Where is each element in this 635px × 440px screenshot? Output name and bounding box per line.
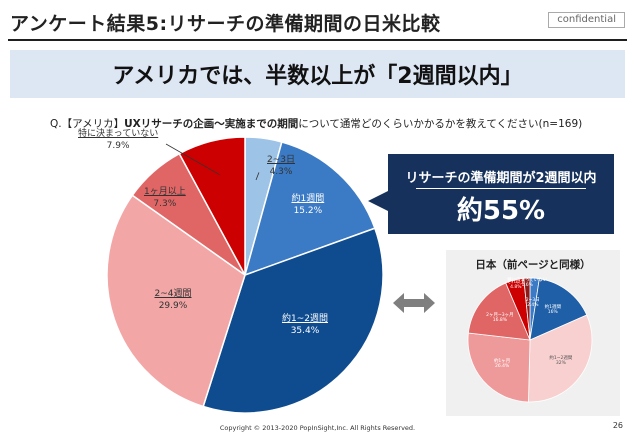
summary-callout: リサーチの準備期間が2週間以内 約55%: [388, 154, 614, 234]
callout-line2: 約55%: [456, 196, 546, 226]
us-slice-label-4: 1ヶ月以上 7.3%: [144, 186, 186, 210]
footer-copyright: Copyright © 2013-2020 PopInSight,Inc. Al…: [219, 424, 416, 432]
jp-slice-name-1: 約1週間: [544, 305, 561, 311]
jp-slice-name-6: 特に決まっていない: [507, 278, 548, 284]
japan-panel-title: 日本（前ページと同様）: [475, 259, 591, 271]
headline-banner: アメリカでは、半数以上が「2週間以内」: [10, 50, 625, 98]
pie-slice-us-2: [202, 227, 384, 414]
survey-question: Q.【アメリカ】UXリサーチの企画〜実施までの期間について通常どのくらいかかるか…: [50, 116, 582, 131]
jp-slice-value-5: 4.8%: [510, 284, 522, 290]
us-slice-name-2: 約1~2週間: [282, 314, 328, 324]
us-slice-label-1: 約1週間 15.2%: [292, 193, 325, 217]
jp-slice-name-2: 約1~2週間: [549, 355, 573, 361]
us-slice-label-3: 2~4週間 29.9%: [155, 288, 192, 312]
question-prefix: Q.【アメリカ】: [50, 118, 125, 130]
question-bold: UXリサーチの企画〜実施までの期間: [124, 118, 299, 130]
question-suffix: について通常どのくらいかかるかを教えてください(n=169): [298, 118, 583, 130]
title-divider: [8, 39, 627, 41]
us-slice-name-3: 2~4週間: [154, 289, 192, 299]
pie-slice-jp-1: [529, 278, 588, 341]
us-slice-value-3: 29.9%: [158, 301, 188, 311]
jp-slice-label-3: 約1ヶ月 26.4%: [494, 359, 510, 369]
jp-slice-label-5: それ以上 4.8%: [507, 280, 525, 290]
callout-line1: リサーチの準備期間が2週間以内: [388, 167, 614, 189]
jp-slice-label-4: 2ヶ月~3ヶ月 16.8%: [486, 313, 514, 323]
us-slice-label-0: 2~3日 4.3%: [267, 154, 295, 178]
us-slice-value-2: 35.4%: [290, 326, 320, 336]
japan-panel: 日本（前ページと同様） 2~3日 2.4% 約1週間 16% 約1~2週間 32% 約1ヶ月…: [446, 250, 620, 416]
jp-slice-name-0: 2~3日: [525, 297, 540, 303]
callout-pointer: [368, 191, 388, 211]
us-slice-value-0: 4.3%: [269, 167, 293, 177]
jp-slice-label-1: 約1週間 16%: [545, 305, 561, 315]
jp-slice-value-2: 32%: [555, 360, 566, 366]
us-slice-value-1: 15.2%: [293, 206, 323, 216]
jp-slice-value-4: 16.8%: [492, 317, 508, 323]
jp-slice-label-0: 2~3日 2.4%: [526, 298, 540, 308]
us-slice-label-2: 約1~2週間 35.4%: [282, 313, 328, 337]
japan-pie-chart: [467, 277, 593, 403]
us-slice-name-5: 特に決まっていない: [78, 129, 159, 139]
us-leader-line-5: [165, 143, 220, 176]
us-slice-name-1: 約1週間: [291, 194, 325, 204]
jp-slice-name-5: それ以上: [506, 279, 525, 285]
pie-slice-jp-3: [467, 332, 531, 403]
us-slice-value-4: 7.3%: [153, 199, 177, 209]
pie-slice-jp-4: [467, 282, 531, 341]
headline-text: アメリカでは、半数以上が「2週間以内」: [112, 64, 523, 89]
pie-slice-us-5: [178, 136, 246, 276]
jp-slice-value-6: 1.6%: [521, 283, 533, 289]
us-leader-line-0: [255, 172, 260, 181]
pie-slice-jp-2: [528, 314, 593, 403]
jp-slice-value-0: 2.4%: [527, 302, 539, 308]
jp-slice-name-4: 2ヶ月~3ヶ月: [486, 312, 514, 318]
jp-slice-value-3: 26.4%: [494, 364, 510, 370]
jp-slice-value-1: 16%: [547, 310, 558, 316]
jp-slice-name-3: 約1ヶ月: [493, 359, 511, 365]
us-slice-name-4: 1ヶ月以上: [144, 187, 186, 197]
page-title: アンケート結果5:リサーチの準備期間の日米比較: [10, 13, 441, 35]
jp-slice-label-2: 約1~2週間 32%: [549, 356, 572, 366]
us-slice-label-5: 特に決まっていない 7.9%: [78, 128, 158, 152]
compare-arrow-icon: [393, 293, 435, 313]
confidential-badge: confidential: [548, 12, 625, 28]
page-number: 26: [612, 421, 623, 430]
us-slice-value-5: 7.9%: [106, 141, 130, 151]
pie-slice-jp-6: [523, 277, 531, 341]
jp-slice-label-6: 特に決まっていない 1.6%: [507, 278, 547, 288]
pie-slice-us-1: [243, 141, 376, 277]
pie-slice-us-3: [106, 194, 246, 408]
us-slice-name-0: 2~3日: [267, 155, 295, 165]
